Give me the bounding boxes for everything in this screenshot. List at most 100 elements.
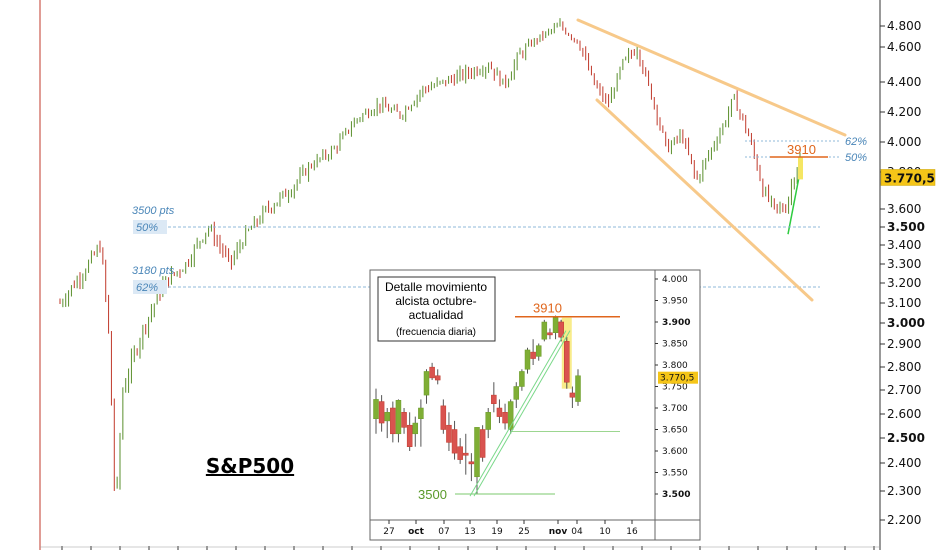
inset-chart: 4.000 3.950 3.900 3.850 3.800 3.750 3.700 3.650…: [369, 269, 701, 541]
inset-candle-body: [507, 401, 514, 430]
inset-candle-body: [390, 407, 396, 435]
inset-y-tick-label: 3.650: [662, 426, 688, 436]
inset-candle-body: [395, 400, 402, 435]
main-y-tick-label: 2.800: [887, 360, 921, 374]
inset-candle-body: [479, 429, 486, 458]
inset-candle-body: [535, 345, 542, 357]
inset-y-tick-label: 3.700: [662, 404, 688, 414]
inset-y-tick-label: 3.800: [662, 361, 688, 371]
inset-candle-body: [491, 394, 497, 404]
inset-y-tick-label: 3.550: [662, 469, 688, 479]
inset-resistance-label: 3910: [533, 301, 562, 316]
inset-candle-body: [373, 399, 379, 419]
inset-last-price-badge: [658, 371, 698, 384]
inset-candle-body: [384, 412, 390, 422]
main-y-tick-label: 2.200: [887, 513, 921, 527]
inset-candle-body: [423, 371, 430, 396]
support-ratio-3500: 50%: [136, 222, 158, 234]
main-y-tick-label: 2.500: [887, 431, 925, 445]
channel-upper-line: [576, 18, 847, 137]
inset-y-tick-label: 3.900: [662, 318, 690, 328]
inset-x-tick-label: nov: [549, 527, 568, 537]
main-y-tick-label: 2.400: [887, 456, 921, 470]
support-ratio-box: [133, 220, 167, 234]
main-y-tick-label: 3.100: [887, 296, 921, 310]
inset-candle-body: [524, 349, 531, 370]
inset-candle-body: [457, 446, 463, 460]
inset-x-tick-label: oct: [408, 527, 425, 537]
chart-title-sp500: S&P500: [206, 454, 294, 478]
main-y-tick-label: 4.800: [887, 19, 921, 33]
main-y-tick-label: 4.400: [887, 75, 921, 89]
inset-candle-body: [463, 452, 469, 456]
main-y-tick-label: 2.300: [887, 484, 921, 498]
inset-candle-body: [406, 424, 413, 447]
inset-title-line: actualidad: [409, 308, 464, 322]
inset-support-label: 3500: [418, 487, 447, 502]
channel-lower-line: [595, 98, 814, 302]
inset-y-tick-label: 4.000: [662, 275, 688, 285]
inset-x-tick-label: 07: [438, 527, 449, 537]
main-y-tick-label: 3.500: [887, 220, 925, 234]
inset-y-tick-label: 3.850: [662, 340, 688, 350]
support-label-3180: 3180 pts: [132, 265, 175, 277]
inset-y-tick-label: 3.750: [662, 383, 688, 393]
support-label-3500: 3500 pts: [132, 205, 175, 217]
inset-candle-body: [547, 332, 553, 336]
inset-candle-body: [429, 366, 435, 379]
fib-right-ratio: 62%: [845, 136, 867, 148]
inset-candle-body: [519, 371, 525, 387]
main-y-tick-label: 3.300: [887, 257, 921, 271]
inset-candle-body: [530, 351, 536, 359]
inset-candle-body: [468, 461, 475, 465]
main-up-trendline: [787, 171, 801, 235]
inset-candle-body: [378, 401, 385, 424]
main-plot: [39, 0, 881, 550]
inset-last-price-label: 3.770,5: [660, 374, 694, 384]
inset-x-tick-label: 16: [626, 527, 638, 537]
main-y-tick-label: 3.200: [887, 276, 921, 290]
inset-x-tick-label: 13: [464, 527, 475, 537]
inset-x-tick-label: 10: [599, 527, 611, 537]
main-overlays: 3500 pts 50% 3180 pts 62% 62% 50% 3910: [132, 18, 867, 302]
inset-candle-body: [451, 429, 458, 454]
inset-subtitle: (frecuencia diaria): [396, 327, 476, 338]
resistance-label-main: 3910: [787, 142, 816, 157]
main-y-tick-label: 4.200: [887, 105, 921, 119]
main-y-tick-label: 2.900: [887, 337, 921, 351]
inset-title-box: [377, 276, 496, 342]
inset-x-tick-label: 27: [383, 527, 394, 537]
inset-x-tick-label: 25: [518, 527, 529, 537]
inset-candle-body: [474, 427, 480, 478]
support-ratio-3180: 62%: [136, 282, 158, 294]
main-highlight-candle: [798, 157, 803, 180]
inset-x-tick-label: 04: [571, 527, 583, 537]
inset-candle-body: [552, 317, 559, 334]
inset-candle-body: [446, 424, 452, 443]
inset-uptrend-1: [469, 330, 567, 497]
main-y-tick-label: 4.600: [887, 40, 921, 54]
inset-title-line: Detalle movimiento: [385, 280, 487, 294]
inset-title-line: alcista octubre-: [395, 294, 476, 308]
main-y-axis: 4.8004.6004.4004.2004.0003.8003.6003.500…: [880, 19, 936, 527]
inset-x-tick-label: 19: [491, 527, 503, 537]
main-y-tick-label: 4.000: [887, 135, 921, 149]
inset-uptrend-2: [473, 330, 571, 497]
main-y-tick-label: 3.400: [887, 238, 921, 252]
main-y-tick-label: 2.600: [887, 407, 921, 421]
main-y-tick-label: 3.600: [887, 202, 921, 216]
main-candles: [59, 18, 803, 491]
main-y-tick-label: 2.700: [887, 383, 921, 397]
inset-candle-body: [496, 407, 503, 417]
inset-candle-body: [502, 412, 508, 424]
inset-candle-body: [434, 375, 441, 381]
inset-candle-body: [558, 321, 564, 338]
main-last-price-badge: [880, 169, 936, 186]
inset-candle-body: [418, 407, 424, 419]
inset-candle-body: [440, 405, 447, 430]
fib-right-ratio: 50%: [845, 152, 867, 164]
inset-candle-body: [485, 412, 491, 430]
inset-y-tick-label: 3.950: [662, 297, 688, 307]
